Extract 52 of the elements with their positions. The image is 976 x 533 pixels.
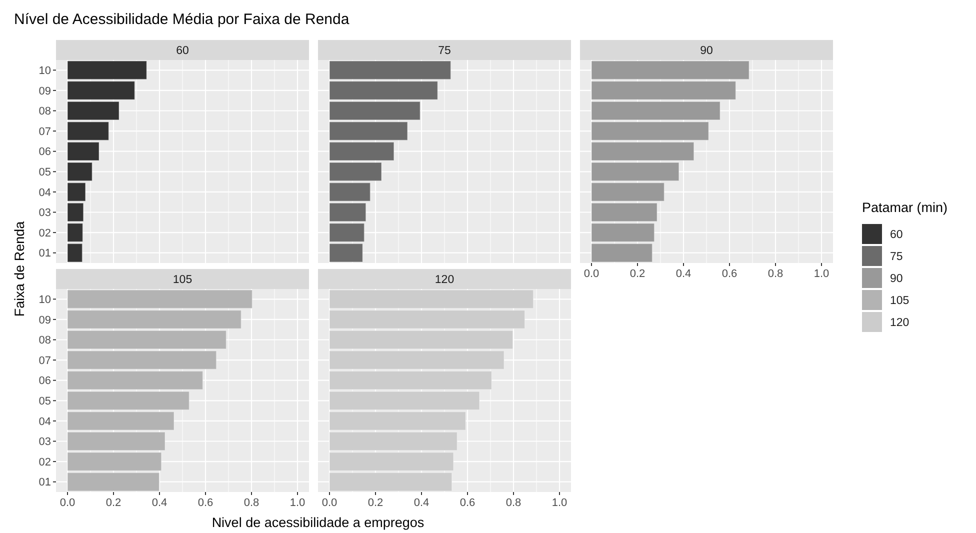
x-tick-label: 1.0 xyxy=(552,497,568,509)
x-tick-label: 0.6 xyxy=(722,268,738,280)
x-tick-label: 1.0 xyxy=(814,268,830,280)
x-tick-label: 0.2 xyxy=(106,497,122,509)
chart-title: 120 xyxy=(434,274,454,286)
x-tick-label: 0.8 xyxy=(768,268,784,280)
y-axis-title: Faixa de Renda xyxy=(12,220,27,317)
chart-title: 105 xyxy=(172,274,192,286)
y-tick-label: 02 xyxy=(38,227,51,240)
x-tick-label: 1.0 xyxy=(290,497,306,509)
x-tick-label: 0.4 xyxy=(414,497,430,509)
y-tick-label: 06 xyxy=(38,375,51,388)
y-tick-label: 09 xyxy=(38,85,51,98)
y-tick-label: 08 xyxy=(38,334,51,347)
y-tick-label: 03 xyxy=(38,436,51,448)
y-tick-label: 07 xyxy=(38,354,51,367)
y-tick-label: 01 xyxy=(38,476,51,489)
x-tick-label: 0.2 xyxy=(630,268,646,280)
y-tick-label: 04 xyxy=(38,416,51,428)
y-tick-label: 03 xyxy=(38,207,51,220)
y-tick-label: 10 xyxy=(38,65,51,77)
legend-label: 75 xyxy=(890,251,903,263)
chart-title: 90 xyxy=(700,45,713,57)
legend-label: 90 xyxy=(890,273,903,285)
y-tick-label: 05 xyxy=(38,166,51,178)
y-tick-label: 01 xyxy=(38,248,51,260)
chart-title: 60 xyxy=(176,45,189,57)
legend-title: Patamar (min) xyxy=(862,200,948,215)
x-axis-title: Nivel de acessibilidade a empregos xyxy=(212,515,424,530)
x-tick-label: 0.6 xyxy=(460,497,476,509)
legend-label: 105 xyxy=(890,295,910,307)
y-tick-label: 10 xyxy=(38,294,51,306)
text: Nível de Acessibilidade Média por Faixa de Renda xyxy=(14,11,350,28)
y-tick-label: 09 xyxy=(38,314,51,326)
x-tick-label: 0.6 xyxy=(198,497,214,509)
y-tick-label: 05 xyxy=(38,396,51,408)
x-tick-label: 0.8 xyxy=(506,497,522,509)
y-tick-label: 07 xyxy=(38,126,51,138)
y-tick-label: 08 xyxy=(38,106,51,118)
y-tick-label: 04 xyxy=(38,186,51,199)
x-tick-label: 0.8 xyxy=(244,497,260,509)
legend-label: 60 xyxy=(890,229,903,241)
x-tick-label: 0.0 xyxy=(322,497,338,509)
x-tick-label: 0.4 xyxy=(152,497,168,509)
legend-label: 120 xyxy=(890,317,910,329)
y-tick-label: 06 xyxy=(38,146,51,158)
x-tick-label: 0.4 xyxy=(676,268,692,280)
x-tick-label: 0.2 xyxy=(368,497,384,509)
y-tick-label: 02 xyxy=(38,456,51,468)
x-tick-label: 0.0 xyxy=(584,268,600,280)
x-tick-label: 0.0 xyxy=(60,497,76,509)
chart-title: 75 xyxy=(438,45,451,57)
